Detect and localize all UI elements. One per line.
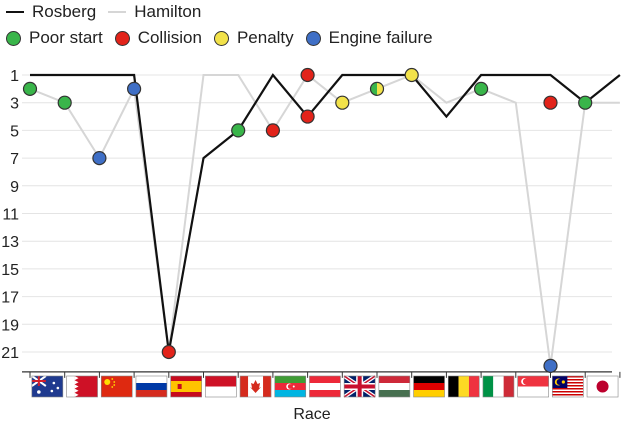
flag-canada-icon xyxy=(239,375,272,398)
yellow-dot-icon xyxy=(213,30,229,46)
y-tick-label: 5 xyxy=(10,123,19,140)
y-tick-label: 11 xyxy=(2,207,19,224)
marker-penalty xyxy=(404,67,419,83)
legend-label: Collision xyxy=(137,28,202,47)
flag-azerbaijan-icon xyxy=(274,375,307,398)
line-swatch-icon xyxy=(6,11,24,13)
flag-bahrain-icon xyxy=(66,375,98,398)
flag-australia-icon xyxy=(31,375,64,398)
legend-item-poor-start: Poor start xyxy=(6,28,103,48)
marker-collision xyxy=(265,123,280,138)
flag-monaco-icon xyxy=(205,375,237,398)
flag-hungary-icon xyxy=(378,375,411,398)
legend-label: Poor start xyxy=(29,28,103,47)
flag-italy-icon xyxy=(482,375,515,398)
red-dot-icon xyxy=(114,30,130,46)
legend-item-hamilton: Hamilton xyxy=(108,2,201,22)
marker-poor-start xyxy=(369,81,385,96)
marker-collision xyxy=(543,95,558,110)
marker-collision xyxy=(161,344,176,360)
flag-austria-icon xyxy=(309,375,341,398)
blue-dot-icon xyxy=(305,30,321,46)
marker-engine-failure xyxy=(127,81,142,96)
flag-germany-icon xyxy=(413,375,445,398)
flag-singapore-icon xyxy=(517,375,549,398)
y-tick-label: 17 xyxy=(1,290,19,307)
marker-collision xyxy=(300,109,315,124)
flag-belgium-icon xyxy=(447,375,480,398)
flag-russia-icon xyxy=(135,375,168,398)
marker-engine-failure xyxy=(543,358,558,373)
green-dot-icon xyxy=(6,30,21,46)
legend-item-penalty: Penalty xyxy=(213,28,294,48)
flag-china-icon xyxy=(100,375,133,398)
marker-poor-start xyxy=(57,95,72,110)
line-swatch-icon xyxy=(108,11,127,13)
y-tick-label: 9 xyxy=(10,179,19,196)
legend-item-rosberg: Rosberg xyxy=(6,2,96,22)
y-tick-label: 7 xyxy=(10,151,19,168)
marker-poor-start xyxy=(578,95,593,110)
x-axis-label: Race xyxy=(293,406,331,423)
flag-spain-icon xyxy=(170,375,202,398)
marker-half xyxy=(377,82,384,96)
marker-poor-start xyxy=(474,81,489,96)
legend-lines: Rosberg Hamilton xyxy=(6,2,213,22)
y-tick-label: 21 xyxy=(1,345,19,362)
marker-engine-failure xyxy=(92,151,107,166)
y-tick-label: 3 xyxy=(10,96,19,113)
marker-collision xyxy=(300,67,315,83)
legend-label: Penalty xyxy=(236,28,294,47)
legend-label: Engine failure xyxy=(328,28,433,47)
legend-item-collision: Collision xyxy=(114,28,202,48)
marker-poor-start xyxy=(22,81,38,96)
legend-label: Hamilton xyxy=(134,2,202,21)
flag-japan-icon xyxy=(586,375,619,398)
y-tick-label: 13 xyxy=(1,234,19,251)
legend-markers: Poor start Collision Penalty Engine fail… xyxy=(6,28,445,48)
flag-malaysia-icon xyxy=(552,375,584,398)
flag-great-britain-icon xyxy=(343,374,377,399)
y-tick-label: 1 xyxy=(10,68,19,85)
y-tick-label: 19 xyxy=(1,317,19,334)
legend-label: Rosberg xyxy=(32,2,97,21)
legend-item-engine-failure: Engine failure xyxy=(305,28,433,48)
marker-poor-start xyxy=(231,123,246,138)
marker-half xyxy=(370,82,377,96)
series-line-hamilton xyxy=(29,73,620,366)
marker-penalty xyxy=(335,95,350,110)
y-tick-label: 15 xyxy=(1,262,19,279)
series-line-rosberg xyxy=(30,73,621,353)
